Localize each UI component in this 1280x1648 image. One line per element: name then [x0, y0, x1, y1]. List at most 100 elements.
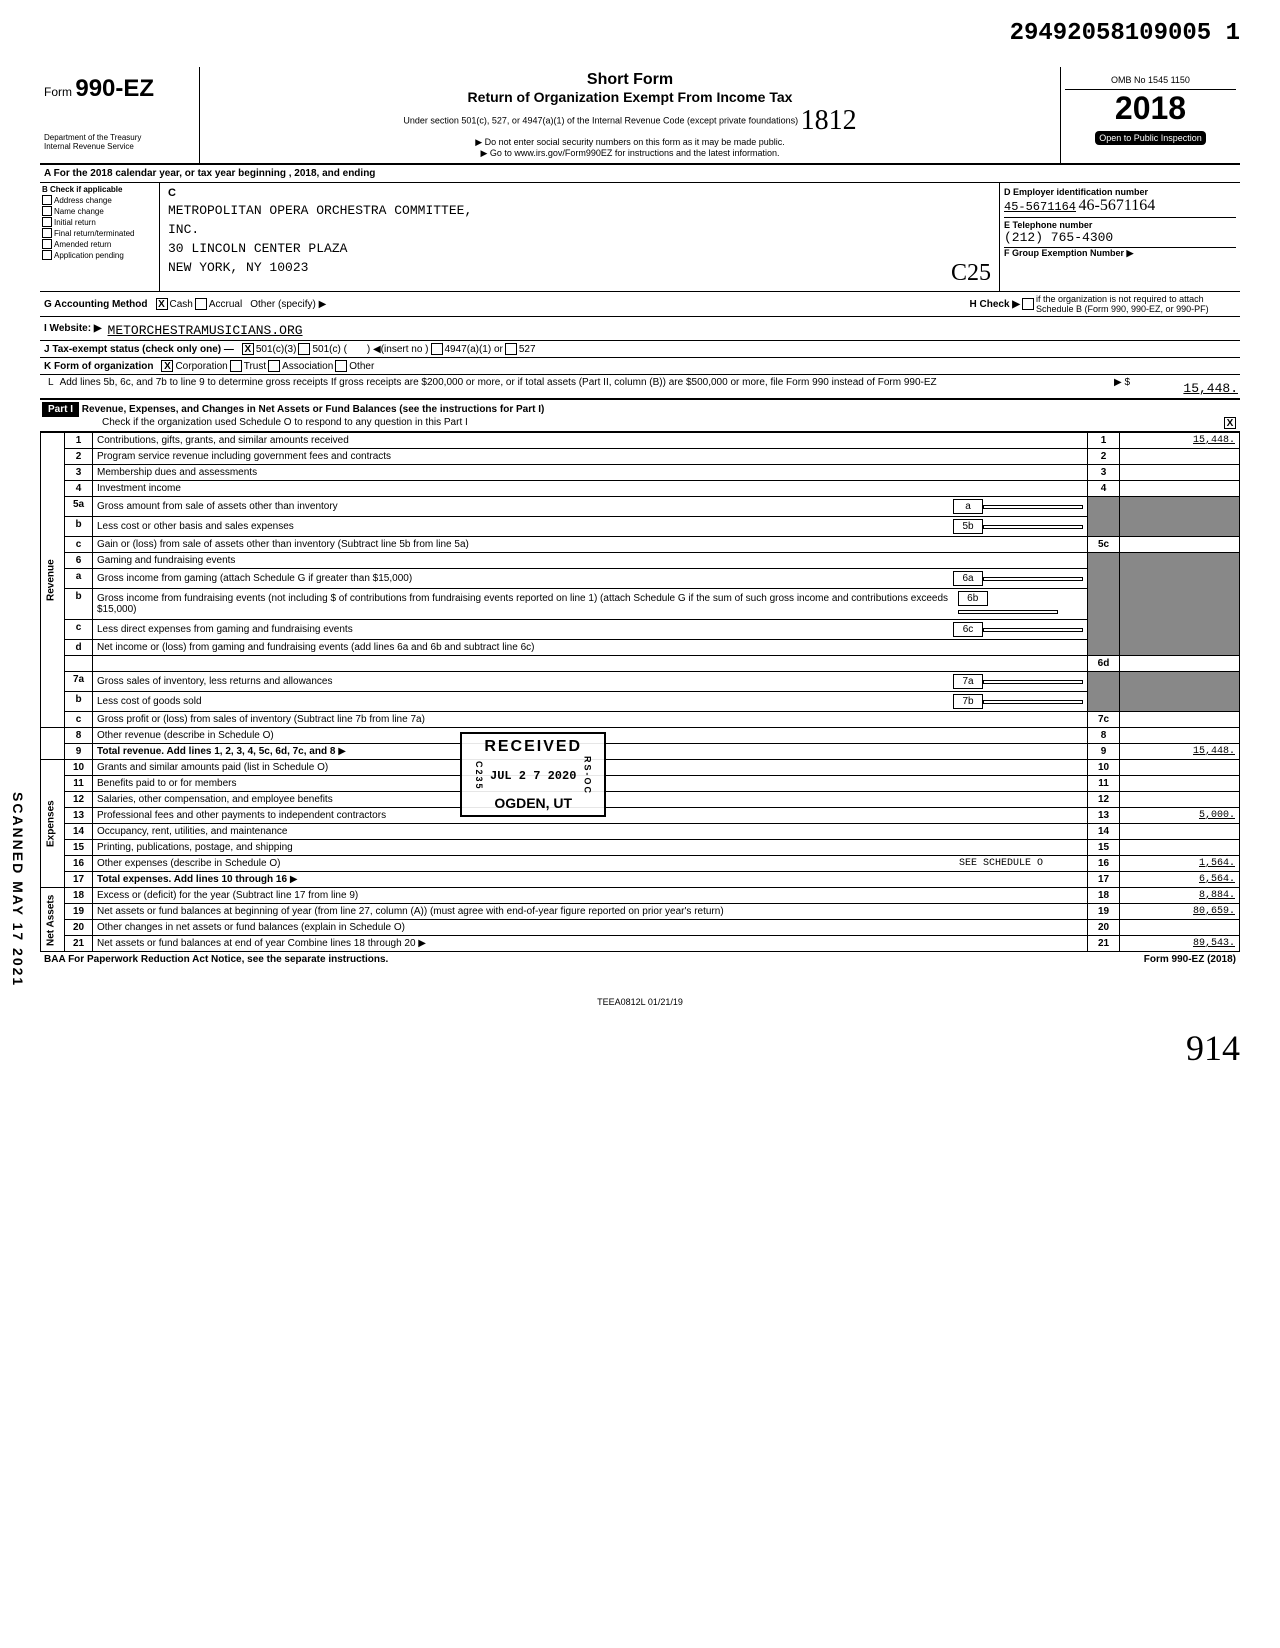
- city-text: NEW YORK, NY 10023: [168, 260, 308, 275]
- line-no: 1: [65, 433, 93, 449]
- line16-amt: 1,564.: [1120, 856, 1240, 872]
- line-no-r: 20: [1088, 920, 1120, 936]
- box-6a[interactable]: [983, 577, 1083, 581]
- check-pending: Application pending: [42, 250, 157, 260]
- baa-notice: BAA For Paperwork Reduction Act Notice, …: [44, 954, 388, 965]
- checkbox-cash[interactable]: X: [156, 298, 168, 310]
- shaded-cell: [1120, 553, 1240, 656]
- line17-amt: 6,564.: [1120, 872, 1240, 888]
- checkbox-h[interactable]: [1022, 298, 1034, 310]
- line-no: d: [65, 640, 93, 656]
- side-expenses: Expenses: [41, 760, 65, 888]
- checkbox-501c[interactable]: [298, 343, 310, 355]
- j-label: J Tax-exempt status (check only one) —: [44, 344, 234, 355]
- line12-amt: [1120, 792, 1240, 808]
- line-no: 6: [65, 553, 93, 569]
- stamp-date: JUL 2 7 2020: [490, 769, 576, 783]
- schedule-o-ref: SEE SCHEDULE O: [959, 858, 1043, 869]
- line17-desc: Total expenses. Add lines 10 through 16 …: [93, 872, 1088, 888]
- checkbox-501c3[interactable]: X: [242, 343, 254, 355]
- part1-sub: Check if the organization used Schedule …: [102, 417, 468, 429]
- desc-text: Gross income from gaming (attach Schedul…: [97, 573, 412, 584]
- line-no-r: 19: [1088, 904, 1120, 920]
- checkbox-assoc[interactable]: [268, 360, 280, 372]
- line18-amt: 8,884.: [1120, 888, 1240, 904]
- checkbox-4947[interactable]: [431, 343, 443, 355]
- box-6c[interactable]: [983, 628, 1083, 632]
- line10-amt: [1120, 760, 1240, 776]
- box-6b[interactable]: [958, 610, 1058, 614]
- k-label: K Form of organization: [44, 361, 153, 372]
- line7c-amt: [1120, 712, 1240, 728]
- row-i: I Website: ▶ METORCHESTRAMUSICIANS.ORG: [40, 317, 1240, 341]
- line11-amt: [1120, 776, 1240, 792]
- checkbox-corp[interactable]: X: [161, 360, 173, 372]
- signature: 914: [40, 1027, 1240, 1069]
- opt-other: Other: [349, 361, 374, 372]
- desc-text: Gross income from fundraising events (no…: [97, 593, 336, 604]
- line14-desc: Occupancy, rent, utilities, and maintena…: [93, 824, 1088, 840]
- check-final: Final return/terminated: [42, 228, 157, 238]
- line-no: 18: [65, 888, 93, 904]
- desc-text: Other expenses (describe in Schedule O): [97, 858, 280, 869]
- org-addr: 30 LINCOLN CENTER PLAZA: [168, 241, 991, 256]
- form-header: Form 990-EZ Department of the Treasury I…: [40, 67, 1240, 165]
- line-no: 5a: [65, 497, 93, 517]
- box-5b[interactable]: [983, 525, 1083, 529]
- part1-header-row: Part I Revenue, Expenses, and Changes in…: [40, 400, 1240, 432]
- checkbox-icon[interactable]: [42, 239, 52, 249]
- line-no: [65, 656, 93, 672]
- line-no: 2: [65, 449, 93, 465]
- l-arrow: ▶ $: [1106, 377, 1138, 396]
- checkbox-accrual[interactable]: [195, 298, 207, 310]
- box-7b[interactable]: [983, 700, 1083, 704]
- line-no-r: 14: [1088, 824, 1120, 840]
- f-label: F Group Exemption Number ▶: [1004, 248, 1133, 258]
- opt-527: 527: [519, 344, 536, 355]
- checkbox-icon[interactable]: [42, 206, 52, 216]
- box-7a[interactable]: [983, 680, 1083, 684]
- checkbox-other[interactable]: [335, 360, 347, 372]
- title-goto: ▶ Go to www.irs.gov/Form990EZ for instru…: [208, 148, 1052, 159]
- line5c-desc: Gain or (loss) from sale of assets other…: [93, 537, 1088, 553]
- line-no-r: 9: [1088, 744, 1120, 760]
- opt-4947: 4947(a)(1) or: [445, 344, 503, 355]
- page-code: TEEA0812L 01/21/19: [40, 997, 1240, 1007]
- check-label: Application pending: [54, 251, 124, 260]
- line-no-r: 16: [1088, 856, 1120, 872]
- box-6a-label: 6a: [953, 571, 983, 586]
- line6b-desc: Gross income from fundraising events (no…: [93, 589, 1088, 620]
- line-no-r: 2: [1088, 449, 1120, 465]
- line7b-desc: Less cost of goods sold7b: [93, 692, 1088, 712]
- line-no-r: 7c: [1088, 712, 1120, 728]
- form-ref: Form 990-EZ (2018): [1144, 954, 1236, 965]
- line7c-desc: Gross profit or (loss) from sales of inv…: [93, 712, 1088, 728]
- shaded-cell: [1088, 497, 1120, 537]
- checkbox-527[interactable]: [505, 343, 517, 355]
- line-no: 4: [65, 481, 93, 497]
- checkbox-icon[interactable]: [42, 228, 52, 238]
- line-no-r: 1: [1088, 433, 1120, 449]
- checkbox-icon[interactable]: [42, 250, 52, 260]
- col-c-label: C: [168, 187, 991, 199]
- received-stamp: RECEIVED C235 JUL 2 7 2020 RS-OC OGDEN, …: [460, 732, 606, 817]
- desc-text: Total expenses. Add lines 10 through 16: [97, 874, 287, 885]
- title-under: Under section 501(c), 527, or 4947(a)(1)…: [208, 105, 1052, 137]
- other-label: Other (specify) ▶: [250, 299, 326, 310]
- title-under-text: Under section 501(c), 527, or 4947(a)(1)…: [403, 115, 798, 125]
- line9-amt: 15,448.: [1120, 744, 1240, 760]
- checkbox-trust[interactable]: [230, 360, 242, 372]
- box-5a[interactable]: [983, 505, 1083, 509]
- l-text: Add lines 5b, 6c, and 7b to line 9 to de…: [60, 377, 1106, 396]
- stamp-location: OGDEN, UT: [474, 795, 592, 811]
- check-label: Name change: [54, 207, 104, 216]
- line3-amt: [1120, 465, 1240, 481]
- box-5a-label: a: [953, 499, 983, 514]
- opt-corp: Corporation: [175, 361, 227, 372]
- checkbox-icon[interactable]: [42, 217, 52, 227]
- row-a: A For the 2018 calendar year, or tax yea…: [40, 165, 1240, 183]
- checkbox-icon[interactable]: [42, 195, 52, 205]
- line-no: 7a: [65, 672, 93, 692]
- checkbox-schedule-o[interactable]: X: [1224, 417, 1236, 429]
- omb-number: OMB No 1545 1150: [1065, 71, 1236, 90]
